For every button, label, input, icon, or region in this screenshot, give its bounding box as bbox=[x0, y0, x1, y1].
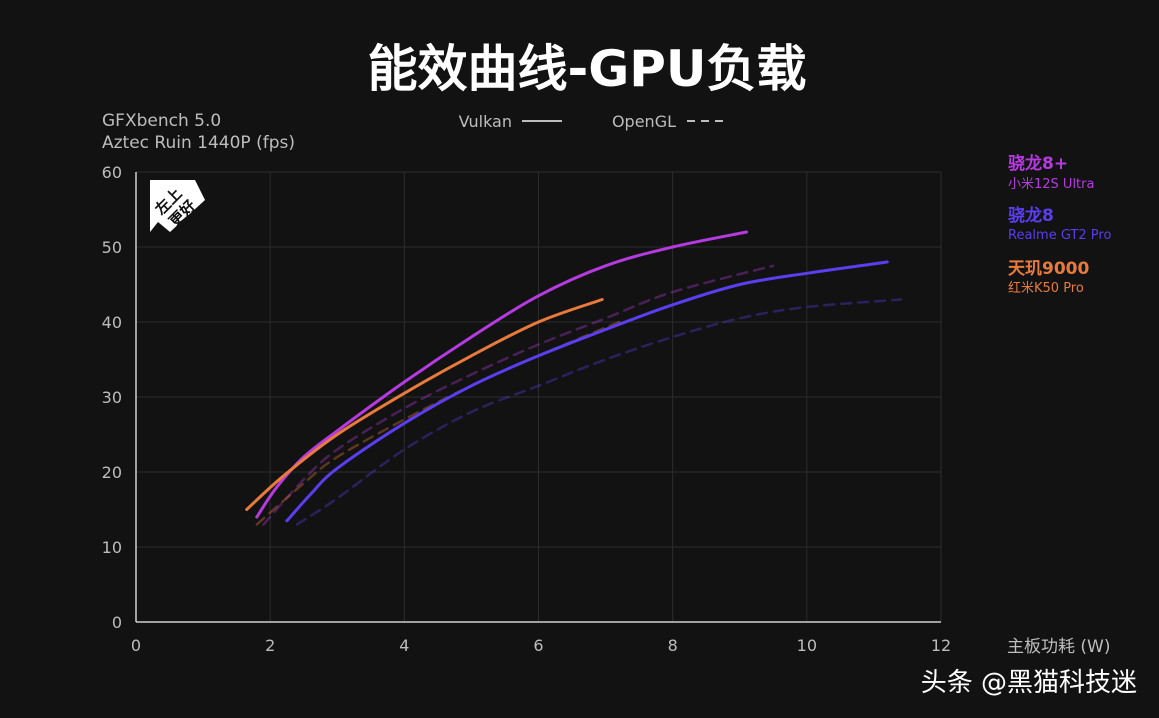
x-tick-label: 6 bbox=[533, 636, 543, 655]
y-tick-label: 30 bbox=[102, 388, 122, 407]
x-tick-label: 4 bbox=[399, 636, 409, 655]
legend-chip-name: 骁龙8+ bbox=[1008, 153, 1068, 174]
device-legend: 骁龙8+ 小米12S Ultra 骁龙8 Realme GT2 Pro 天玑90… bbox=[1008, 153, 1111, 296]
style-legend-vulkan-label: Vulkan bbox=[459, 112, 512, 131]
y-tick-label: 20 bbox=[102, 463, 122, 482]
legend-entry: 骁龙8+ 小米12S Ultra bbox=[1008, 153, 1094, 192]
y-tick-label: 0 bbox=[112, 613, 122, 632]
x-tick-label: 8 bbox=[668, 636, 678, 655]
better-direction-badge: 左上 更好 bbox=[150, 180, 205, 232]
series-line-vulkan bbox=[245, 298, 604, 511]
badge-arrow-shape bbox=[150, 180, 205, 232]
style-legend-opengl-label: OpenGL bbox=[612, 112, 676, 131]
y-tick-label: 50 bbox=[102, 238, 122, 257]
legend-phone-name: Realme GT2 Pro bbox=[1008, 228, 1111, 243]
legend-chip-name: 天玑9000 bbox=[1008, 259, 1089, 279]
x-tick-label: 12 bbox=[931, 636, 951, 655]
legend-phone-name: 红米K50 Pro bbox=[1008, 280, 1084, 296]
watermark: 头条 @黑猫科技迷 bbox=[921, 668, 1137, 698]
chart-title: 能效曲线-GPU负载 bbox=[367, 40, 806, 98]
grid bbox=[135, 171, 942, 623]
y-tick-label: 60 bbox=[102, 163, 122, 182]
x-tick-label: 10 bbox=[797, 636, 817, 655]
y-axis-label-line-2: Aztec Ruin 1440P (fps) bbox=[102, 133, 295, 153]
legend-chip-name: 骁龙8 bbox=[1008, 205, 1054, 226]
series-line-opengl bbox=[295, 298, 903, 526]
x-tick-label: 0 bbox=[131, 636, 141, 655]
legend-entry: 天玑9000 红米K50 Pro bbox=[1008, 259, 1089, 296]
y-tick-label: 40 bbox=[102, 313, 122, 332]
legend-entry: 骁龙8 Realme GT2 Pro bbox=[1008, 205, 1111, 243]
legend-phone-name: 小米12S Ultra bbox=[1008, 177, 1094, 192]
y-tick-label: 10 bbox=[102, 538, 122, 557]
x-axis-label: 主板功耗 (W) bbox=[1007, 637, 1110, 657]
x-tick-label: 2 bbox=[265, 636, 275, 655]
y-axis-label-line-1: GFXbench 5.0 bbox=[102, 111, 221, 131]
series-line-vulkan bbox=[285, 260, 889, 523]
line-style-legend: Vulkan OpenGL bbox=[459, 112, 727, 131]
series-layer bbox=[245, 230, 903, 526]
series-line-opengl bbox=[262, 264, 775, 526]
axis-ticks: 0 10 20 30 40 50 60 0 2 4 6 8 10 12 bbox=[102, 163, 952, 655]
